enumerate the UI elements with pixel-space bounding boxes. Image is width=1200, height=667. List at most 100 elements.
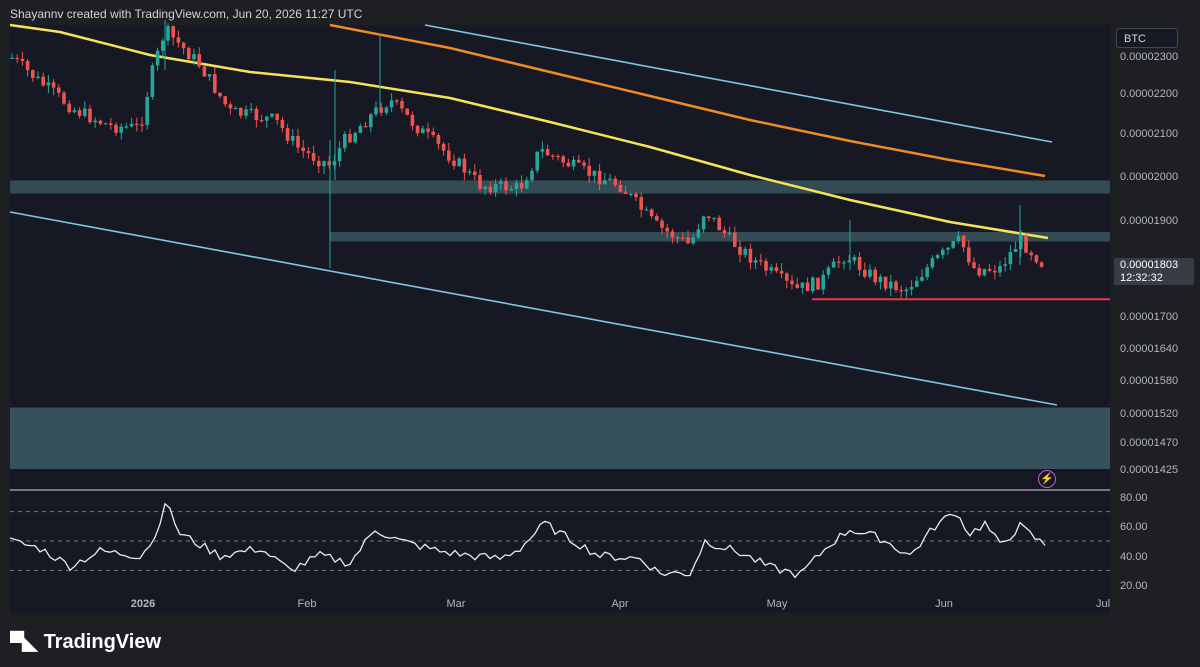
candle (140, 124, 144, 126)
time-tick-label: Apr (611, 598, 628, 610)
candle (317, 160, 321, 167)
candle (790, 280, 794, 285)
candle (384, 107, 389, 113)
candle (509, 188, 513, 191)
candle (62, 92, 66, 104)
candle (972, 262, 976, 269)
candle (473, 171, 477, 176)
candle (348, 134, 352, 143)
ma-yellow-line (9, 23, 1049, 240)
candle (878, 276, 883, 283)
price-tick-label: 0.00001640 (1120, 343, 1178, 355)
symbol-label[interactable]: BTC (1116, 28, 1178, 48)
candle (514, 182, 519, 189)
candle (343, 134, 347, 149)
price-tick-label: 0.00002000 (1120, 171, 1178, 183)
candle (582, 162, 586, 166)
candle (452, 160, 456, 166)
candle (655, 216, 659, 221)
candle (72, 110, 77, 113)
candle (218, 92, 222, 97)
candle (1008, 251, 1013, 265)
candle (727, 232, 732, 234)
candle (519, 182, 524, 189)
candle (738, 246, 742, 255)
candle (577, 159, 581, 163)
candle (759, 260, 763, 262)
lightning-icon[interactable]: ⚡ (1038, 470, 1056, 488)
rsi-tick-label: 20.00 (1120, 580, 1148, 592)
candle (421, 128, 425, 134)
candle (25, 61, 30, 71)
rsi-tick-label: 60.00 (1120, 521, 1148, 533)
candle (353, 132, 357, 143)
candle (1019, 235, 1023, 250)
candle (717, 217, 721, 231)
candle (10, 57, 14, 60)
candle (618, 185, 623, 192)
candle (20, 58, 25, 62)
candle (223, 96, 227, 105)
candle (447, 150, 451, 161)
zone-2 (10, 407, 1110, 469)
candle (15, 57, 19, 60)
candle (426, 128, 430, 132)
time-tick-label: Feb (298, 598, 317, 610)
candle (831, 261, 836, 268)
price-tick-label: 0.00002100 (1120, 128, 1178, 140)
candle (462, 158, 467, 173)
candle (483, 186, 487, 190)
candle (556, 155, 560, 158)
last-price-value: 0.00001803 (1120, 259, 1179, 271)
candle (98, 120, 103, 124)
candle (530, 170, 534, 181)
candle (389, 100, 394, 108)
candle (665, 227, 669, 232)
candle (779, 270, 784, 274)
bar-countdown: 12:32:32 (1120, 272, 1163, 284)
candle (249, 108, 253, 111)
candle (478, 175, 482, 190)
channel-lower-line (9, 211, 1058, 406)
candle (114, 124, 118, 133)
candle (431, 131, 435, 135)
rsi-line (9, 502, 1046, 579)
footer-brand: TradingView (43, 631, 162, 653)
candle (691, 237, 695, 244)
candle (800, 282, 805, 288)
candle (103, 123, 108, 125)
candle (915, 280, 919, 287)
candle (1003, 264, 1007, 266)
price-tick-label: 0.00001580 (1120, 375, 1178, 387)
candle (374, 107, 378, 115)
candle (280, 119, 285, 129)
chart-area[interactable] (10, 25, 1110, 613)
candle (36, 76, 40, 79)
candle (285, 128, 290, 141)
zone-0 (10, 180, 1110, 194)
candle (93, 120, 97, 123)
candle (504, 181, 508, 191)
candle (639, 197, 643, 210)
candle (410, 114, 415, 126)
candle (119, 126, 123, 133)
candle (363, 126, 368, 128)
candle (1013, 249, 1018, 252)
candle (748, 248, 753, 263)
candle (166, 26, 170, 41)
candle (124, 126, 129, 128)
time-tick-label: 2026 (131, 598, 155, 610)
candle (816, 277, 820, 290)
tradingview-footer[interactable]: ⁠▀◣ TradingView (10, 630, 161, 655)
last-price-tag: 0.00001803 12:32:32 (1114, 258, 1194, 285)
tradingview-logo-icon: ⁠▀◣ (10, 632, 38, 654)
candle (1034, 255, 1039, 263)
candle (228, 104, 233, 109)
candle (634, 193, 638, 198)
candle (311, 153, 316, 161)
candle (457, 158, 461, 166)
candle (545, 149, 550, 156)
candle (894, 281, 898, 291)
candle (904, 289, 909, 292)
